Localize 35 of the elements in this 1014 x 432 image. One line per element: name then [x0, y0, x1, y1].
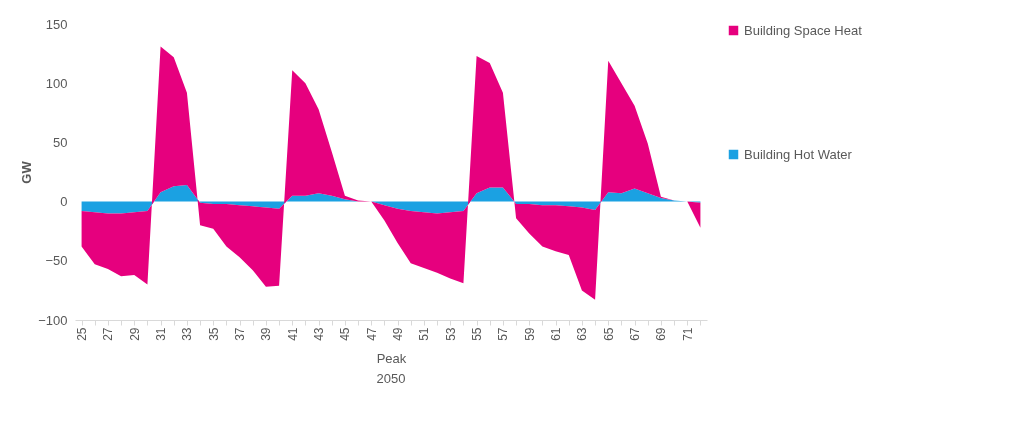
x-tick-label: 63: [575, 327, 590, 341]
x-tick-label: 59: [522, 327, 537, 341]
x-tick-label: 27: [101, 327, 116, 341]
x-tick-label: 31: [154, 327, 169, 341]
x-tick-label: 47: [364, 327, 379, 341]
y-tick-label: 100: [45, 75, 68, 91]
y-tick-label: −100: [38, 312, 68, 328]
y-tick-label: 150: [45, 16, 68, 32]
x-tick-label: 43: [312, 327, 327, 341]
x-tick-label: 49: [391, 327, 406, 341]
x-tick-label: 69: [654, 327, 669, 341]
x-tick-label: 29: [127, 327, 142, 341]
x-tick-label: 45: [338, 327, 353, 341]
x-tick-label: 61: [549, 327, 564, 341]
legend-label: Building Space Heat: [744, 22, 863, 38]
y-tick-label: 50: [53, 134, 68, 150]
y-axis-title: GW: [19, 160, 35, 184]
text: 2050: [376, 371, 406, 387]
x-tick-label: 35: [206, 327, 221, 341]
x-tick-label: 67: [628, 327, 643, 341]
x-tick-label: 71: [680, 327, 695, 341]
x-tick-label: 57: [496, 327, 511, 341]
x-tick-label: 25: [75, 327, 90, 341]
y-tick-label: 0: [60, 194, 68, 210]
x-tick-label: 55: [470, 327, 485, 341]
x-tick-label: 53: [443, 327, 458, 341]
x-tick-label: 39: [259, 327, 274, 341]
x-tick-label: 65: [601, 327, 616, 341]
x-tick-label: 51: [417, 327, 432, 341]
legend-label: Building Hot Water: [744, 146, 853, 162]
y-tick-label: −50: [45, 253, 68, 269]
x-tick-label: 41: [285, 327, 300, 341]
x-tick-label: 33: [180, 327, 195, 341]
x-axis-title: Peak: [376, 350, 407, 366]
x-tick-label: 37: [233, 327, 248, 341]
